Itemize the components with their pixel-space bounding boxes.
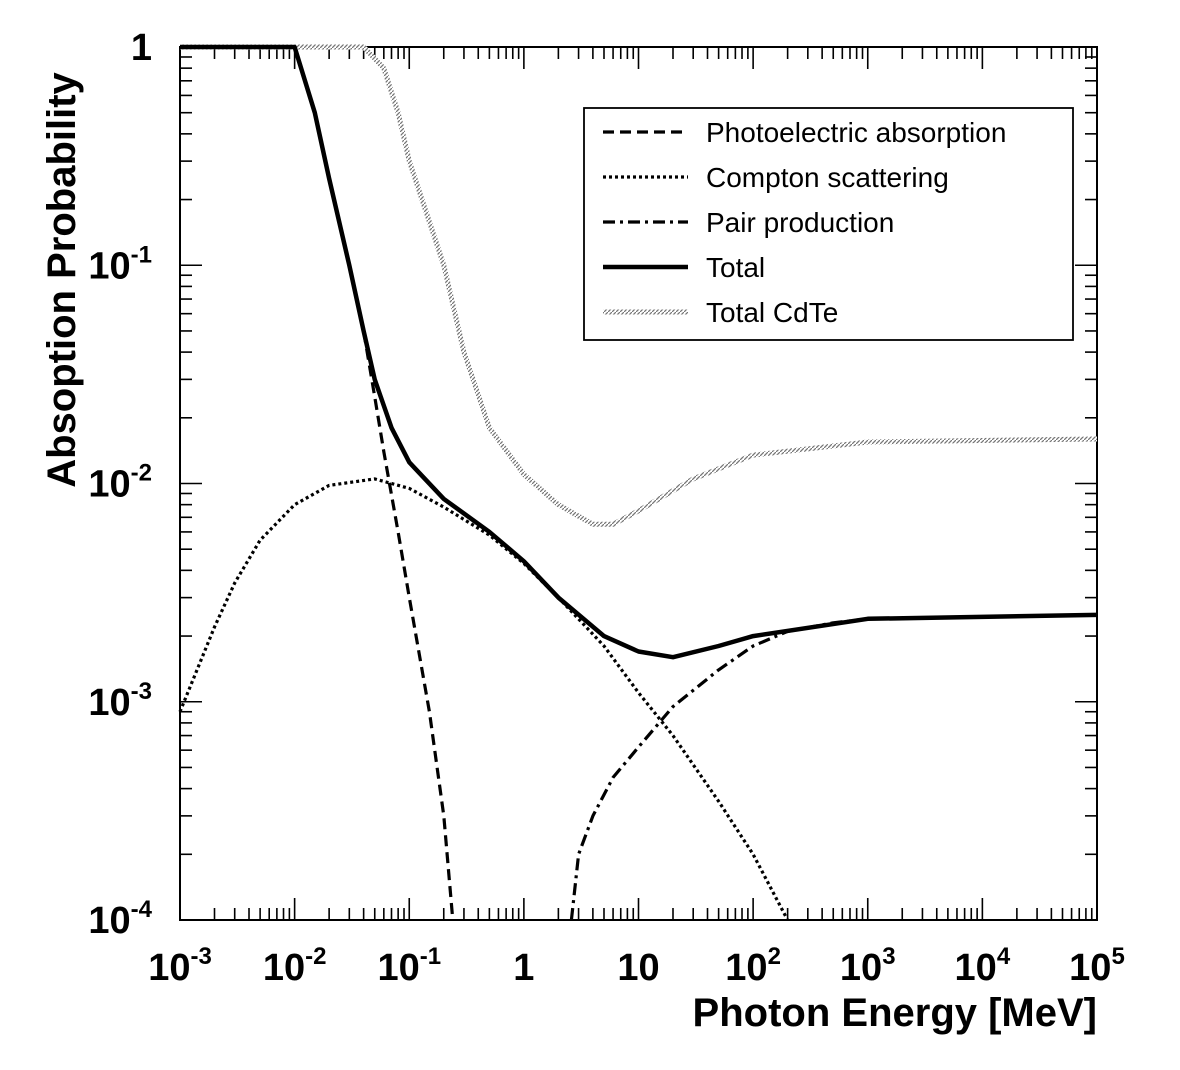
legend-label: Photoelectric absorption [706, 117, 1006, 148]
x-tick-label: 10-2 [263, 943, 327, 989]
x-tick-label: 105 [1069, 943, 1125, 989]
y-tick-label: 1 [131, 27, 152, 69]
x-tick-label: 1 [513, 947, 534, 989]
legend-label: Pair production [706, 207, 894, 238]
y-tick-label: 10-2 [88, 460, 152, 506]
x-tick-label: 102 [725, 943, 781, 989]
series-total-cdte [180, 44, 1098, 527]
series-compton-scattering [178, 477, 790, 921]
legend-label: Total CdTe [706, 297, 838, 328]
y-tick-label: 10-3 [88, 678, 152, 724]
y-axis-title: Absoption Probability [40, 71, 84, 487]
y-tick-label: 10-4 [88, 896, 152, 942]
legend-label: Total [706, 252, 765, 283]
legend-box [583, 107, 1074, 341]
series-photoelectric-absorption [180, 45, 455, 921]
legend-label: Compton scattering [706, 162, 949, 193]
legend: Photoelectric absorption Compton scatteri… [583, 107, 1074, 341]
x-tick-label: 10-1 [377, 943, 441, 989]
series-pair-production [569, 613, 1098, 921]
x-axis-title: Photon Energy [MeV] [693, 991, 1097, 1035]
series-layer [178, 44, 1098, 921]
y-tick-label: 10-1 [88, 241, 152, 287]
x-tick-label: 10 [617, 947, 659, 989]
x-tick-label: 10-3 [148, 943, 212, 989]
tick-labels: 10-3 10-2 10-1 1 10 102 103 104 105 1 10-1 10-2 10-3… [88, 27, 1124, 989]
x-tick-label: 103 [840, 943, 896, 989]
x-tick-label: 104 [955, 943, 1011, 989]
series-total [180, 44, 1098, 660]
